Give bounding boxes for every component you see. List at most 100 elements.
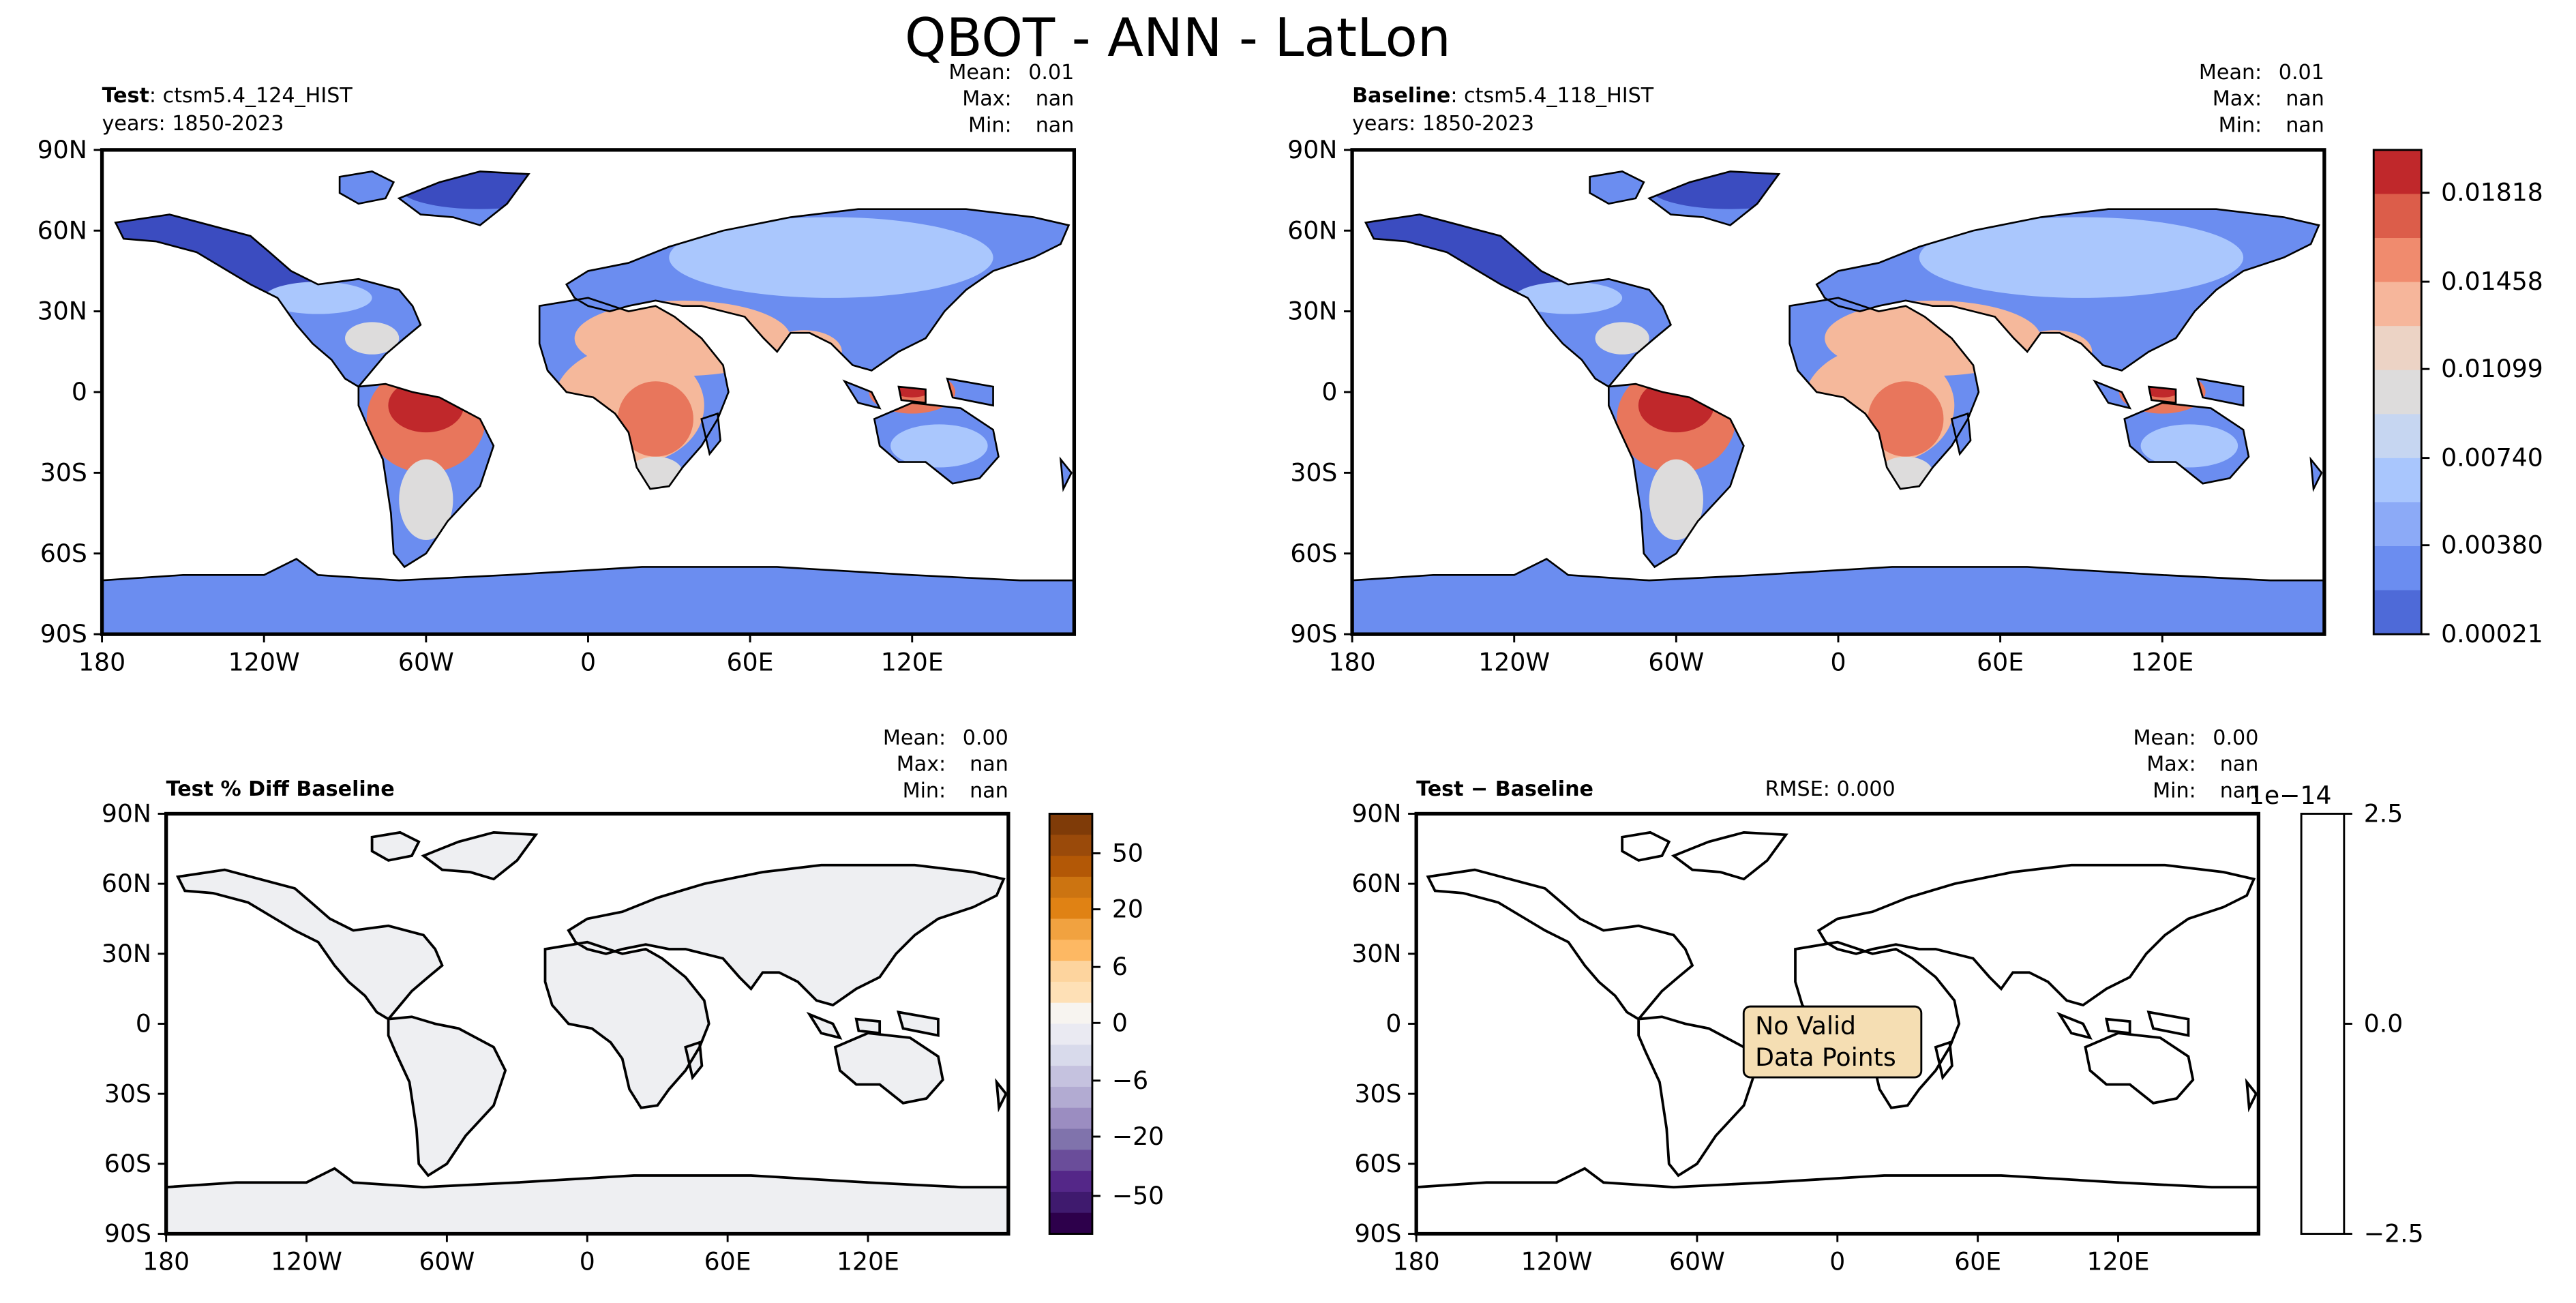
lon-tick-label: 120W <box>1521 1247 1593 1276</box>
stat-label: Max: <box>2213 87 2262 111</box>
lat-tick-label: 30S <box>1290 458 1337 487</box>
colorbar-tick-label: 0 <box>1112 1008 1128 1037</box>
lat-tick-label: 60S <box>104 1149 151 1178</box>
lon-tick-label: 120E <box>881 647 944 676</box>
lon-tick-label: 120W <box>1478 647 1550 676</box>
stat-value: nan <box>970 753 1008 777</box>
stat-label: Min: <box>968 113 1012 137</box>
field-cell <box>1514 282 1623 314</box>
panel-label: Baseline: ctsm5.4_118_HIST <box>1352 84 1654 108</box>
colorbar-segment <box>2373 458 2422 503</box>
panel-label: Test % Diff Baseline <box>166 777 395 801</box>
lat-tick-label: 60N <box>38 215 87 245</box>
stat-label: Min: <box>2219 113 2262 137</box>
lon-tick-label: 60E <box>727 647 774 676</box>
field-cell <box>890 424 988 468</box>
stat-value: nan <box>1036 87 1075 111</box>
lon-tick-label: 180 <box>78 647 125 676</box>
colorbar-offset-label: 1e−14 <box>2249 781 2332 810</box>
field-cell <box>1919 217 2244 298</box>
field-cell <box>890 376 934 398</box>
colorbar-segment <box>2373 590 2422 635</box>
colorbar-segment <box>2373 502 2422 548</box>
field-cell <box>1868 381 1944 457</box>
colorbar-segment <box>2373 545 2422 591</box>
colorbar-segment <box>2373 370 2422 415</box>
stat-value: nan <box>2286 113 2324 137</box>
figure-title: QBOT - ANN - LatLon <box>905 8 1451 69</box>
lon-tick-label: 180 <box>1393 1247 1440 1276</box>
colorbar-frame <box>2300 813 2346 1235</box>
field-cell <box>345 322 400 355</box>
colorbar-segment <box>1049 1171 1092 1193</box>
field-cell <box>1649 171 1812 209</box>
stat-value: nan <box>2220 779 2259 803</box>
lat-tick-label: 0 <box>1321 377 1337 406</box>
lat-tick-label: 60S <box>1354 1149 1401 1178</box>
years-label: years: 1850-2023 <box>102 112 284 136</box>
stat-value: 0.01 <box>1028 61 1074 85</box>
field-cell <box>2140 424 2238 468</box>
field-cell <box>1638 378 1714 433</box>
no-data-frame <box>1742 1005 1923 1079</box>
colorbar-tick-label: 2.5 <box>2364 799 2403 828</box>
lon-tick-label: 120W <box>228 647 300 676</box>
lon-tick-label: 0 <box>1829 1247 1845 1276</box>
colorbar-segment <box>2373 237 2422 283</box>
lat-tick-label: 30S <box>40 458 87 487</box>
lon-tick-label: 0 <box>580 647 596 676</box>
field-cell <box>2140 376 2184 398</box>
lat-tick-label: 90N <box>38 135 87 164</box>
lat-tick-label: 90S <box>104 1219 151 1248</box>
lat-tick-label: 30N <box>1287 297 1337 326</box>
lat-tick-label: 30N <box>38 297 87 326</box>
lon-tick-label: 180 <box>1329 647 1376 676</box>
lat-tick-label: 30N <box>102 939 151 968</box>
lon-tick-label: 180 <box>143 1247 190 1276</box>
stat-label: Max: <box>962 87 1011 111</box>
lat-tick-label: 90N <box>102 799 151 828</box>
map-area <box>1352 170 2324 635</box>
lon-tick-label: 120E <box>2131 647 2193 676</box>
colorbar-segment <box>1049 981 1092 1004</box>
field-cell <box>1649 459 1703 541</box>
colorbar-segment <box>1049 856 1092 878</box>
colorbar-tick-label: 0.00021 <box>2441 619 2543 648</box>
colorbar-tick-label: 0.00740 <box>2441 443 2543 473</box>
map-area <box>166 830 1008 1234</box>
colorbar-diff: 2.5 0.0 −2.5 1e−14 <box>2249 781 2424 1248</box>
field-cell <box>399 459 453 541</box>
lon-tick-label: 0 <box>580 1247 595 1276</box>
lon-tick-label: 120E <box>837 1247 899 1276</box>
lat-tick-label: 30S <box>1354 1079 1401 1108</box>
lon-tick-label: 120W <box>271 1247 342 1276</box>
colorbar-segment <box>1049 876 1092 899</box>
colorbar-segment <box>1049 1128 1092 1151</box>
field-cell <box>388 378 464 433</box>
rmse-label: RMSE: 0.000 <box>1765 777 1896 801</box>
field-cell <box>1878 456 1933 490</box>
colorbar-segment <box>1049 940 1092 962</box>
colorbar-segment <box>1049 961 1092 983</box>
colorbar-segment <box>1049 1150 1092 1172</box>
lat-tick-label: 30N <box>1351 939 1401 968</box>
colorbar-tick-label: 0.00380 <box>2441 530 2543 560</box>
lon-tick-label: 60W <box>398 647 454 676</box>
years-label: years: 1850-2023 <box>1352 112 1534 136</box>
lat-tick-label: 30S <box>104 1079 151 1108</box>
lat-tick-label: 90N <box>1351 799 1401 828</box>
colorbar-tick-label: 0.01099 <box>2441 354 2543 383</box>
colorbar-segment <box>1049 813 1092 836</box>
colorbar-segment <box>1049 835 1092 857</box>
stat-label: Mean: <box>2199 61 2262 85</box>
panel-label: Test: ctsm5.4_124_HIST <box>102 84 353 108</box>
colorbar-tick-label: −50 <box>1112 1181 1164 1210</box>
lat-tick-label: 90S <box>1290 619 1337 648</box>
land-field <box>1352 170 2324 635</box>
field-cell <box>1595 322 1649 355</box>
